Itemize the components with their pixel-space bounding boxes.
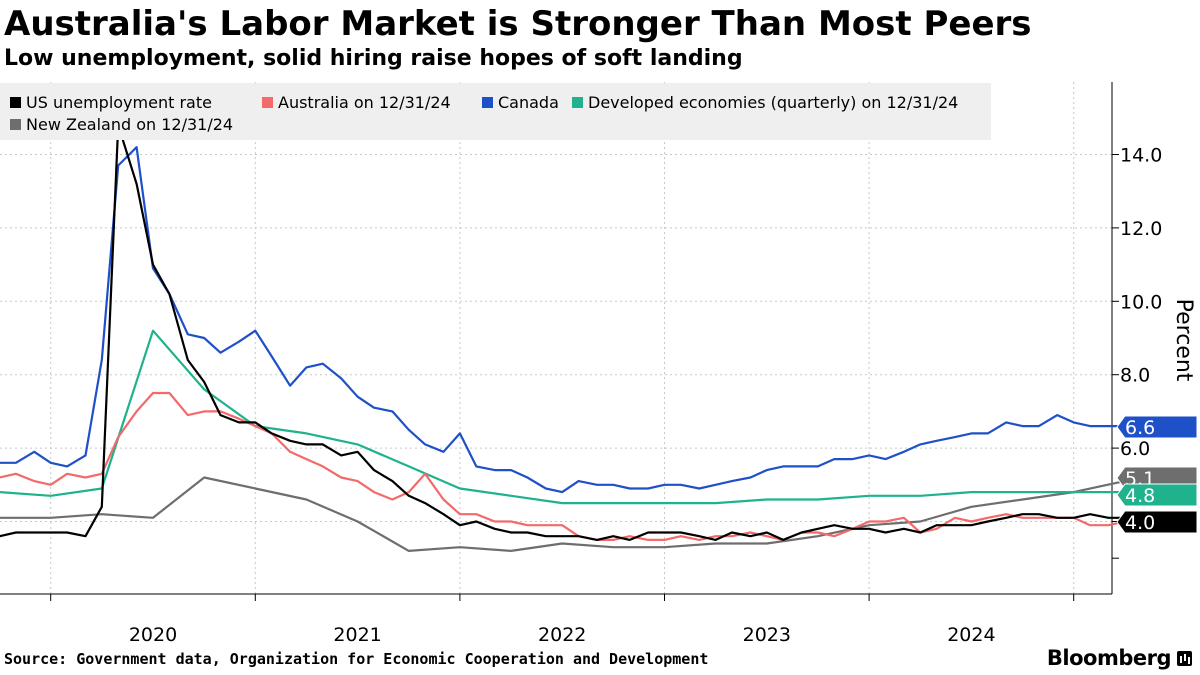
chart-title: Australia's Labor Market is Stronger Tha… [4,4,1032,44]
y-axis-title: Percent [1171,299,1196,382]
y-tick-label: 14.0 [1120,145,1162,167]
end-label-value: 4.8 [1125,485,1155,507]
end-label-value: 4.0 [1125,512,1155,534]
end-label-tag [1116,483,1198,507]
y-tick-label: 8.0 [1120,365,1150,387]
brand-label: Bloomberg [1046,646,1172,670]
y-tick-label: 10.0 [1120,291,1162,313]
source-note: Source: Government data, Organization fo… [4,650,709,668]
x-tick-label: 2020 [129,624,177,646]
bloomberg-terminal-icon [1177,650,1192,666]
x-tick-label: 2023 [743,624,791,646]
series-line-new-zealand-on-12-31-24 [0,476,1126,553]
y-tick-label: 6.0 [1120,438,1150,460]
x-tick-label: 2022 [538,624,586,646]
series-line-canada [0,146,1142,494]
y-tick-label: 12.0 [1120,218,1162,240]
legend-box [0,83,991,140]
legend-label: Developed economies (quarterly) on 12/31… [588,93,958,112]
end-label-value: 6.6 [1125,417,1155,439]
bloomberg-logo: Bloomberg [1047,646,1192,670]
x-tick-label: 2021 [333,624,381,646]
end-label-tag [1116,510,1198,534]
series-line-developed-economies-quarterly-on-12-31-24 [0,329,1125,505]
series-line-us-unemployment-rate [0,123,1142,542]
chart-subtitle: Low unemployment, solid hiring raise hop… [4,46,743,71]
legend-swatch [10,97,21,108]
legend-swatch [572,97,583,108]
end-label-tag [1116,415,1198,439]
series-line-australia-on-12-31-24 [0,391,1142,542]
legend-swatch [482,97,493,108]
legend-label: Canada [498,93,559,112]
x-tick-label: 2024 [947,624,995,646]
legend-swatch [262,97,273,108]
legend-label: Australia on 12/31/24 [278,93,451,112]
legend-swatch [10,119,21,130]
legend-label: US unemployment rate [26,93,212,112]
legend-label: New Zealand on 12/31/24 [26,115,233,134]
